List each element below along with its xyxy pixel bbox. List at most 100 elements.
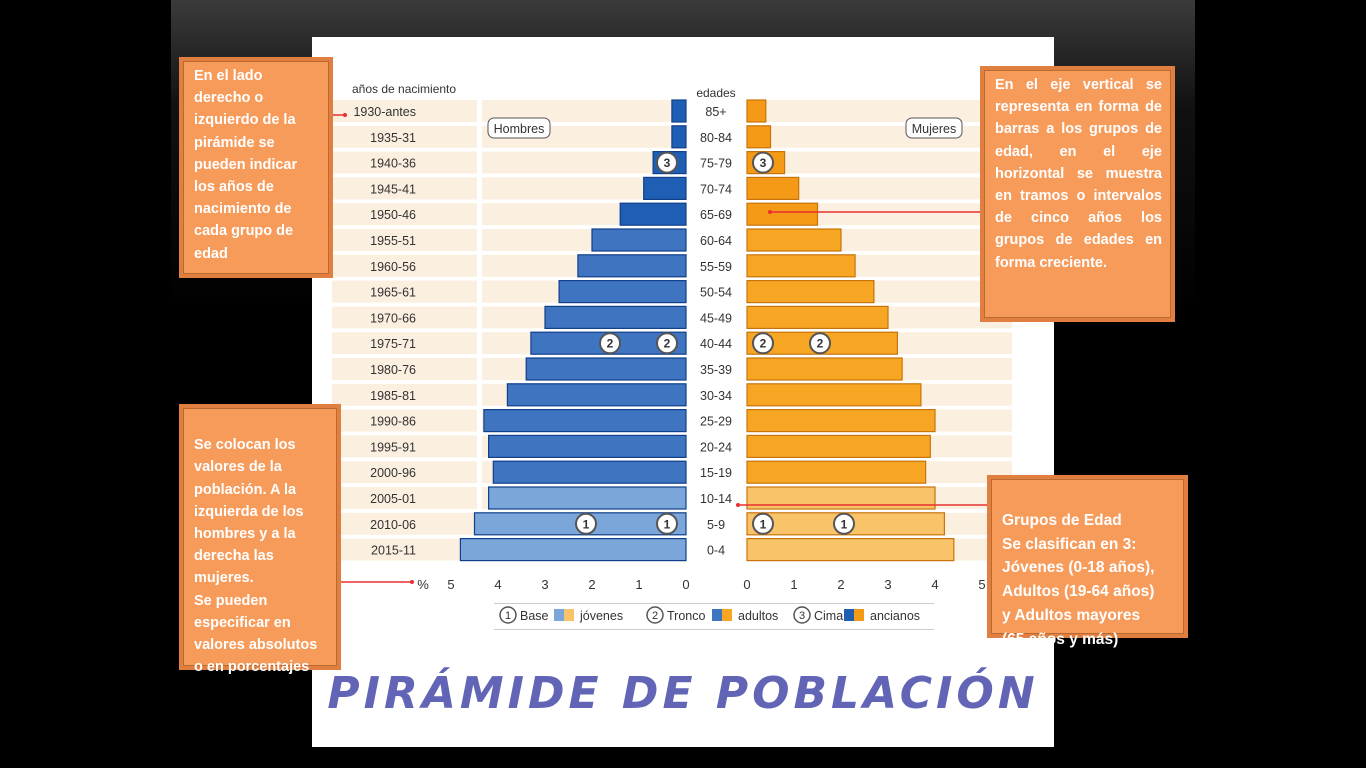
row-band-women: [747, 125, 1012, 148]
marker-men-3-label: 3: [664, 156, 671, 170]
age-group-label: 80-84: [700, 131, 732, 145]
legend-swatch-men: [712, 609, 722, 621]
callout-population-values-text: Se colocan los valores de la población. …: [194, 437, 318, 676]
bar-women-35-39: [746, 357, 903, 381]
bar-women-60-64: [746, 228, 842, 252]
tick-men: 3: [541, 577, 548, 592]
bar-men-30-34: [506, 383, 687, 407]
birth-year-label: 1960-56: [370, 260, 416, 274]
bar-women-70-74: [746, 176, 800, 200]
age-group-label: 75-79: [700, 157, 732, 171]
age-group-label: 55-59: [700, 260, 732, 274]
row-band-left: [332, 177, 477, 200]
population-pyramid-chart: años de nacimiento edades 1930-antes 1935-3…: [332, 82, 1012, 630]
bar-men-50-54: [558, 280, 687, 304]
men-label-box: [487, 117, 551, 139]
age-group-label: 50-54: [700, 286, 732, 300]
bar-men-25-29: [483, 409, 687, 433]
bar-women-85+: [746, 99, 767, 123]
marker-inner-1-label: 1: [841, 517, 848, 531]
bar-women-45-49: [746, 305, 889, 329]
marker-inner-2-circle: [599, 332, 621, 355]
legend-name: Tronco: [667, 609, 705, 623]
row-band-men: [482, 151, 674, 174]
legend-swatch-men: [844, 609, 854, 621]
bar-men-70-74: [643, 176, 687, 200]
legend-swatch-women: [854, 609, 864, 621]
tick-women: 4: [931, 577, 938, 592]
callout-birth-years: En el lado derecho o izquierdo de la pir…: [179, 57, 333, 278]
row-band-left: [332, 332, 477, 355]
legend-group: ancianos: [870, 609, 920, 623]
age-group-label: 45-49: [700, 311, 732, 325]
row-band-left: [332, 203, 477, 226]
row-band-left: [332, 151, 477, 174]
marker-inner-1-circle: [833, 512, 855, 535]
legend-bottom-rule: [494, 629, 934, 630]
legend-num-circle: [646, 606, 664, 624]
row-band-left: [332, 100, 477, 122]
tick-women: 2: [837, 577, 844, 592]
bar-men-10-14: [488, 486, 687, 510]
bar-women-65-69: [746, 202, 819, 226]
bar-women-50-54: [746, 280, 875, 304]
legend-swatch-women: [722, 609, 732, 621]
legend-num: 3: [799, 610, 805, 622]
age-group-label: 40-44: [700, 337, 732, 351]
marker-men-2-label: 2: [664, 337, 671, 351]
birth-year-label: 1985-81: [370, 389, 416, 403]
birth-year-label: 1955-51: [370, 234, 416, 248]
bar-women-10-14: [746, 486, 936, 510]
center-header: edades: [696, 86, 735, 100]
tick-men: 4: [494, 577, 501, 592]
figure-title: PIRÁMIDE DE POBLACIÓN: [327, 668, 1039, 719]
tick-men: 2: [588, 577, 595, 592]
bar-men-15-19: [492, 460, 687, 484]
bar-men-35-39: [525, 357, 687, 381]
row-band-left: [332, 487, 477, 509]
age-group-label: 25-29: [700, 415, 732, 429]
row-band-left: [332, 280, 477, 303]
birth-year-label: 2015-11: [371, 544, 416, 558]
callout-axis-explanation-text: En el eje vertical se representa en form…: [995, 77, 1162, 271]
birth-year-label: 1965-61: [370, 286, 416, 300]
row-band-left: [332, 538, 477, 561]
bar-men-20-24: [488, 434, 687, 458]
tick-women: 0: [743, 577, 750, 592]
bar-women-30-34: [746, 383, 922, 407]
legend-num: 1: [505, 610, 511, 622]
row-band-left: [332, 306, 477, 329]
row-band-women: [747, 177, 1012, 200]
row-band-left: [332, 358, 477, 380]
bar-women-0-4: [746, 538, 955, 562]
age-group-label: 65-69: [700, 208, 732, 222]
bar-women-55-59: [746, 254, 856, 278]
marker-women-3-label: 3: [760, 156, 767, 170]
bar-women-15-19: [746, 460, 927, 484]
bar-women-80-84: [746, 125, 772, 149]
marker-women-1-circle: [752, 512, 774, 535]
legend-top-rule: [494, 603, 934, 604]
bar-men-85+: [671, 99, 687, 123]
row-band-left: [332, 383, 477, 406]
callout-birth-years-text: En el lado derecho o izquierdo de la pir…: [194, 68, 298, 262]
row-band-left: [332, 435, 477, 458]
age-group-label: 30-34: [700, 389, 732, 403]
marker-women-3-circle: [752, 151, 774, 174]
marker-inner-1-label: 1: [583, 517, 590, 531]
marker-inner-2-label: 2: [607, 337, 614, 351]
marker-men-2-circle: [656, 332, 678, 355]
legend-group: adultos: [738, 609, 778, 623]
callout-population-values: Se colocan los valores de la población. …: [179, 404, 341, 675]
bar-men-80-84: [671, 125, 687, 149]
legend-swatch-men: [554, 609, 564, 621]
birth-year-label: 2005-01: [370, 492, 416, 506]
row-band-women: [747, 151, 1012, 174]
row-band-men: [482, 100, 674, 122]
age-group-label: 0-4: [707, 544, 725, 558]
tick-women: 3: [884, 577, 891, 592]
tick-women: 5: [978, 577, 985, 592]
marker-men-1-circle: [656, 512, 678, 535]
birth-year-label: 1975-71: [370, 337, 416, 351]
row-band-left: [332, 512, 477, 535]
